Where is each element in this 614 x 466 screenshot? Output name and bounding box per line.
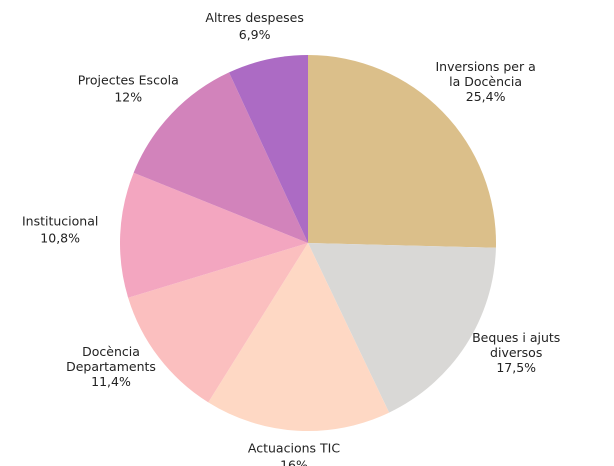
slice-label: Inversions per a la Docència — [435, 59, 535, 89]
slice-value: 6,9% — [239, 27, 271, 42]
pie-slice — [128, 243, 308, 403]
pie-slice — [119, 172, 308, 298]
slice-label: Beques i ajuts diversos — [472, 330, 560, 360]
slice-label: Altres despeses — [205, 10, 303, 25]
slice-value: 11,4% — [91, 374, 131, 389]
pie-slice — [308, 243, 496, 413]
slice-label: Docència Departaments — [66, 344, 156, 374]
slice-value: 16% — [280, 458, 308, 466]
slice-label: Institucional — [22, 213, 98, 228]
pie-slice — [308, 55, 496, 248]
slice-value: 25,4% — [466, 89, 506, 104]
pie-slice — [229, 55, 308, 243]
slice-label: Actuacions TIC — [248, 441, 340, 456]
slice-value: 17,5% — [496, 360, 536, 375]
pie-slice — [133, 72, 308, 243]
slice-value: 12% — [114, 90, 142, 105]
slice-value: 10,8% — [40, 230, 80, 245]
pie-slice — [208, 243, 390, 431]
slice-label: Projectes Escola — [78, 73, 179, 88]
